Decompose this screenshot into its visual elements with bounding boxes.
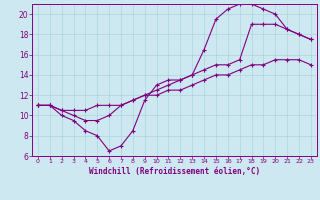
X-axis label: Windchill (Refroidissement éolien,°C): Windchill (Refroidissement éolien,°C) xyxy=(89,167,260,176)
